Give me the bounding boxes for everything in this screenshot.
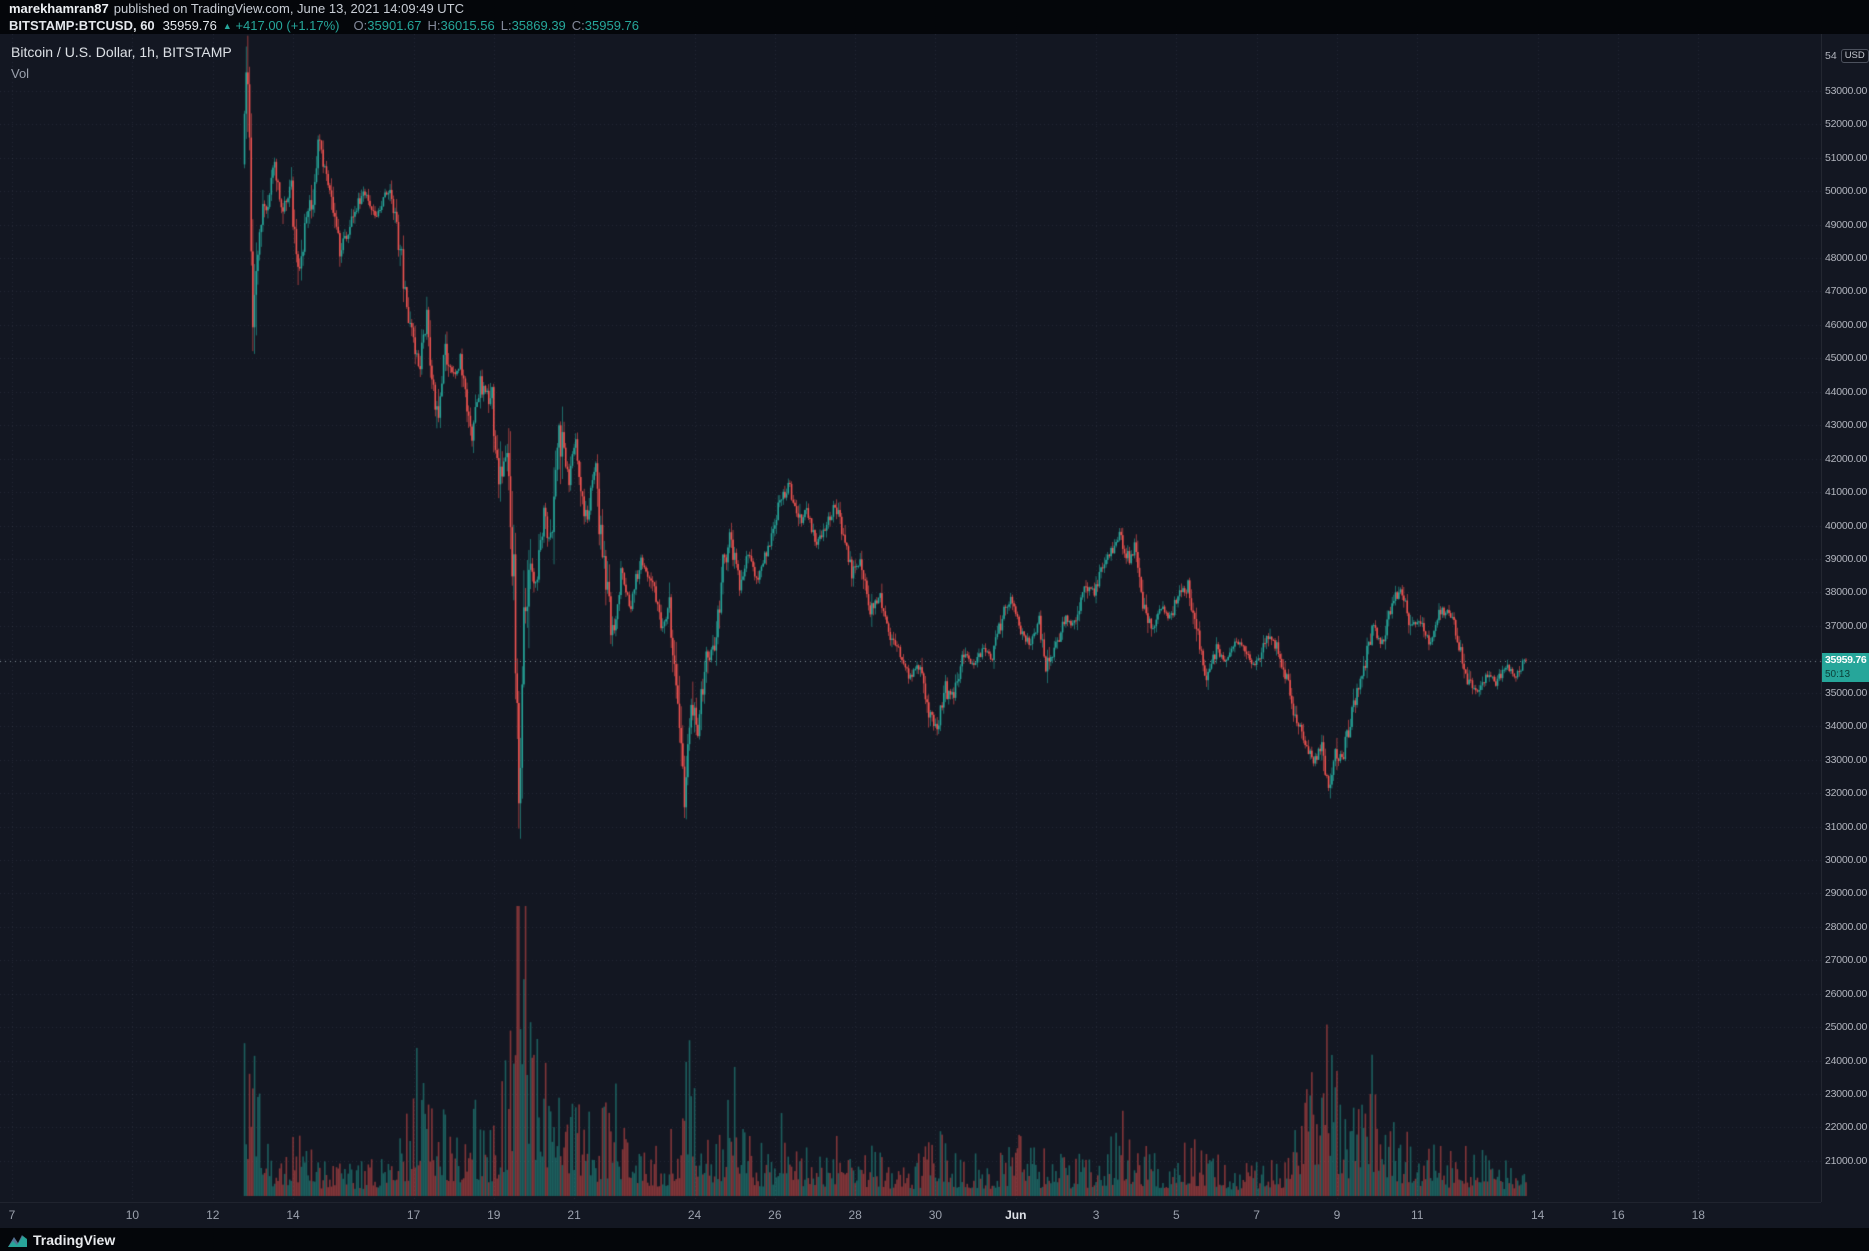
time-axis-label: 14 <box>286 1208 300 1222</box>
price-axis-label: 27000.00 <box>1825 954 1868 967</box>
bar-countdown: 50:13 <box>1822 667 1869 682</box>
price-axis-label: 48000.00 <box>1825 252 1868 265</box>
time-axis-label: 3 <box>1092 1208 1100 1222</box>
time-axis-label: 18 <box>1691 1208 1705 1222</box>
price-axis-label: 24000.00 <box>1825 1054 1868 1067</box>
price-change-value: +417.00 (+1.17%) <box>235 18 340 33</box>
price-axis-label: 52000.00 <box>1825 118 1868 131</box>
publish-bar: marekhamran87 published on TradingView.co… <box>0 0 1869 17</box>
time-axis-label: 7 <box>1253 1208 1260 1222</box>
legend-symbol-title[interactable]: Bitcoin / U.S. Dollar, 1h, BITSTAMP <box>11 44 232 60</box>
time-axis-label: 30 <box>928 1208 943 1222</box>
price-axis-label: 42000.00 <box>1825 452 1868 465</box>
price-axis-label: 45000.00 <box>1825 352 1868 365</box>
price-axis-label: 26000.00 <box>1825 987 1868 1000</box>
price-axis-label: 47000.00 <box>1825 285 1868 298</box>
last-price-tag: 35959.76 50:13 <box>1822 652 1869 682</box>
time-axis-label: 19 <box>487 1208 501 1222</box>
price-axis-label: 34000.00 <box>1825 720 1868 733</box>
price-axis-label: 33000.00 <box>1825 753 1868 766</box>
time-axis-label: 21 <box>567 1208 581 1222</box>
price-axis-label: 28000.00 <box>1825 920 1868 933</box>
legend-volume-indicator[interactable]: Vol <box>11 66 30 81</box>
time-axis-label: 5 <box>1173 1208 1180 1222</box>
time-axis-label: 7 <box>8 1208 16 1222</box>
footer-bar: TradingView <box>0 1228 1869 1251</box>
time-axis-label: 12 <box>206 1208 220 1222</box>
price-axis-label: 51000.00 <box>1825 151 1868 164</box>
price-axis-label: 22000.00 <box>1825 1121 1868 1134</box>
open-value: 35901.67 <box>367 18 422 33</box>
close-value: 35959.76 <box>584 18 640 33</box>
price-axis-label: 50000.00 <box>1825 185 1868 198</box>
price-axis-label: 44000.00 <box>1825 385 1868 398</box>
symbol-title: BITSTAMP:BTCUSD, 60 <box>9 18 155 33</box>
open-label: O: <box>353 18 368 33</box>
time-axis-label: 9 <box>1333 1208 1341 1222</box>
price-axis-label: 35000.00 <box>1825 686 1868 699</box>
time-axis-label: 24 <box>687 1208 702 1222</box>
price-axis-label: 49000.00 <box>1825 218 1868 231</box>
price-change: ▲ +417.00 (+1.17%) <box>223 18 340 33</box>
time-axis[interactable]: 7 10 12 14 17 19 21 24 26 28 30 Jun 3 5 7 9 11 14 16 18 <box>0 1202 1821 1229</box>
time-axis-label: 28 <box>848 1208 862 1222</box>
price-axis-label: 38000.00 <box>1825 586 1868 599</box>
high-label: H: <box>427 18 441 33</box>
price-axis-label: 40000.00 <box>1825 519 1868 532</box>
price-axis-top: 54 USD <box>1825 49 1869 63</box>
last-price-value: 35959.76 <box>162 18 217 33</box>
time-axis-label: 14 <box>1531 1208 1545 1222</box>
price-axis-label: 25000.00 <box>1825 1021 1868 1034</box>
candlestick-canvas[interactable] <box>0 34 1869 1202</box>
symbol-bar: BITSTAMP:BTCUSD, 60 35959.76 ▲ +417.00 (+1… <box>0 17 1869 34</box>
chart-area[interactable]: Bitcoin / U.S. Dollar, 1h, BITSTAMP Vol … <box>0 34 1869 1228</box>
price-axis-label: 29000.00 <box>1825 887 1868 900</box>
price-axis[interactable]: 54 USD 35959.76 50:13 53000.00 52000.00 51… <box>1821 34 1869 1202</box>
price-axis-label: 21000.00 <box>1825 1154 1868 1167</box>
arrow-up-icon: ▲ <box>222 21 232 31</box>
price-axis-label: 32000.00 <box>1825 787 1868 800</box>
low-label: L: <box>500 18 512 33</box>
price-axis-label: 39000.00 <box>1825 553 1868 565</box>
tradingview-watermark[interactable]: TradingView <box>33 1231 116 1248</box>
close-label: C: <box>571 18 585 33</box>
low-value: 35869.39 <box>511 18 566 33</box>
price-axis-label: 37000.00 <box>1825 619 1868 632</box>
tradingview-logo-icon[interactable] <box>8 1232 27 1247</box>
price-axis-label: 41000.00 <box>1825 486 1868 499</box>
time-axis-label: 17 <box>406 1208 421 1222</box>
price-axis-label: 53000.00 <box>1825 84 1868 97</box>
currency-badge[interactable]: USD <box>1840 49 1869 63</box>
price-axis-label: 30000.00 <box>1825 853 1868 866</box>
time-axis-label: 10 <box>125 1208 140 1222</box>
time-axis-label: 16 <box>1611 1208 1625 1222</box>
time-axis-label: Jun <box>1005 1208 1027 1222</box>
price-axis-top-label: 54 <box>1825 50 1837 62</box>
publisher-username: marekhamran87 <box>9 1 109 16</box>
time-axis-label: 26 <box>768 1208 782 1222</box>
chart-legend: Bitcoin / U.S. Dollar, 1h, BITSTAMP Vol <box>11 44 232 81</box>
time-axis-label: 11 <box>1411 1208 1424 1222</box>
last-price-tag-value: 35959.76 <box>1822 652 1869 668</box>
price-axis-label: 43000.00 <box>1825 419 1868 432</box>
high-value: 36015.56 <box>440 18 495 33</box>
price-axis-label: 46000.00 <box>1825 318 1868 331</box>
price-axis-label: 23000.00 <box>1825 1088 1868 1101</box>
publish-info: published on TradingView.com, June 13, 2… <box>113 1 465 16</box>
price-axis-label: 31000.00 <box>1825 820 1868 833</box>
